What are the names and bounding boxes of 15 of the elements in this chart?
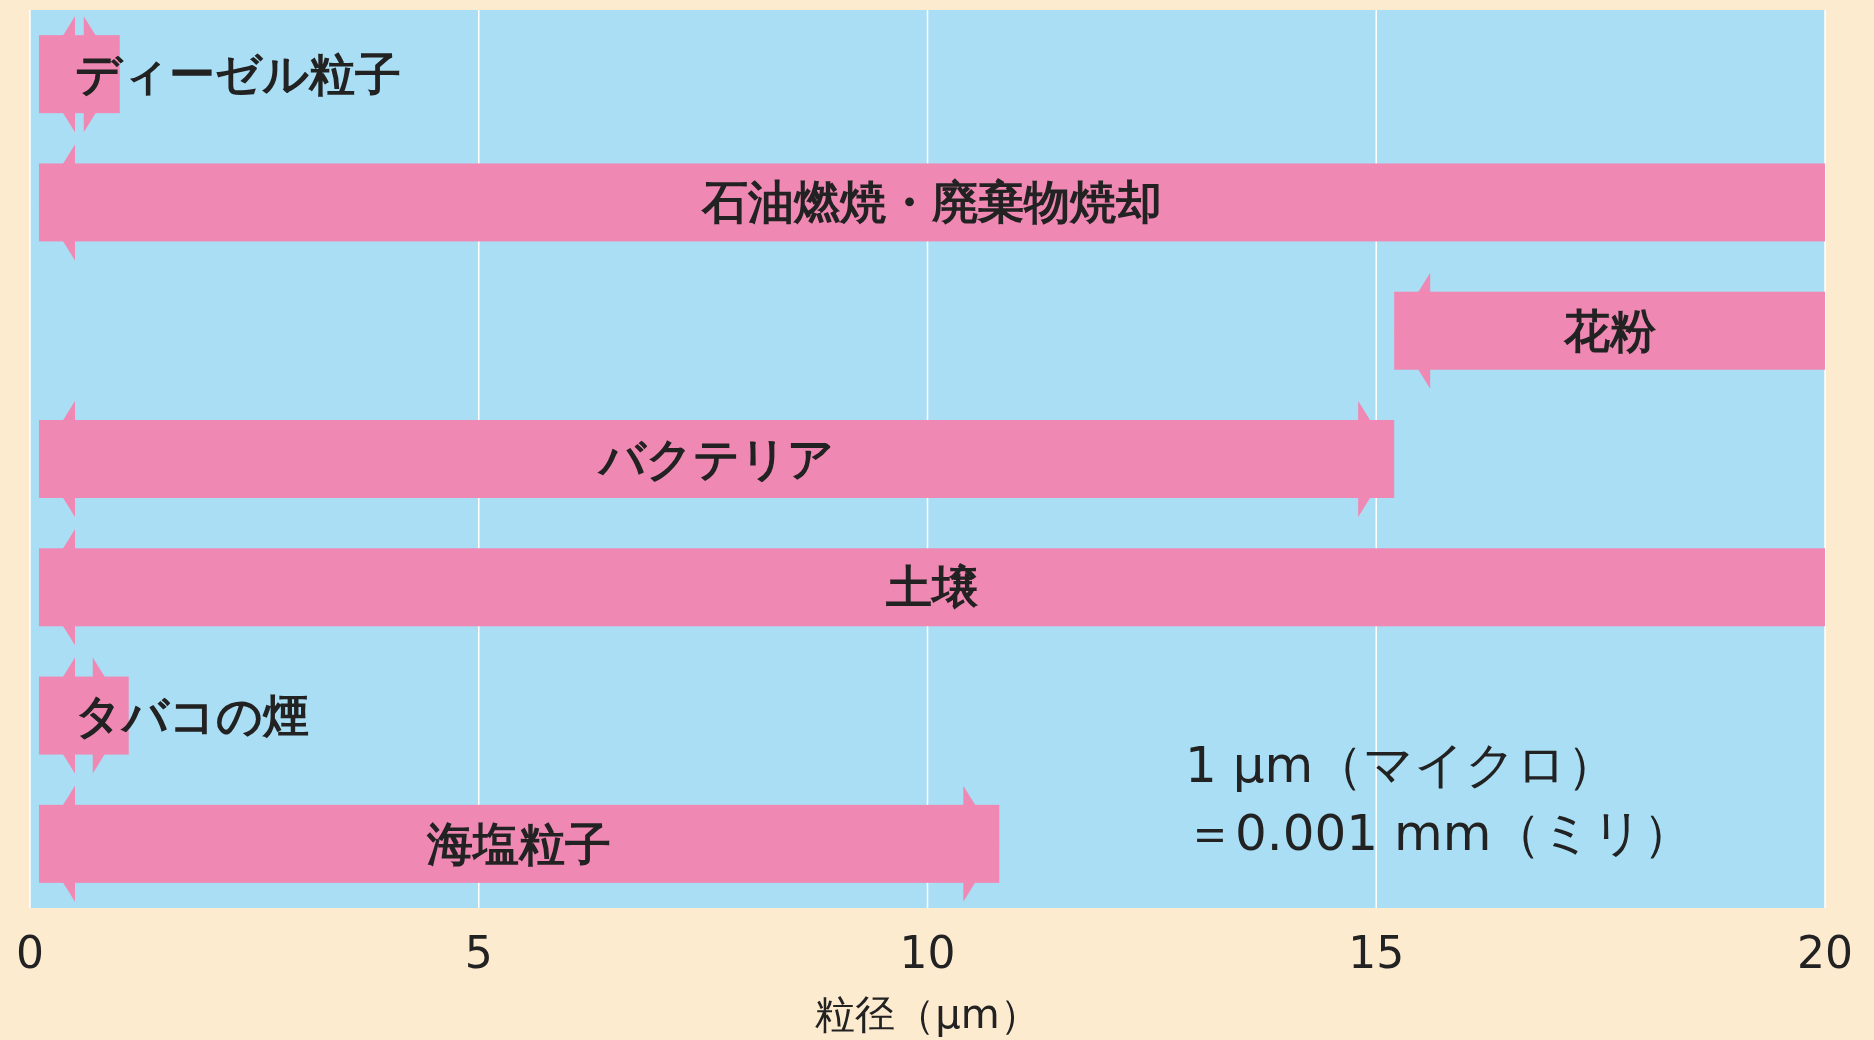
annotation: 1 μm（マイクロ）: [1185, 736, 1618, 794]
x-tick-label: 10: [899, 927, 956, 978]
y-tick-label: 花粉: [1562, 303, 1657, 358]
y-tick-label: 石油燃焼・廃棄物焼却: [700, 175, 1162, 230]
y-tick-label: ディーゼル粒子: [74, 47, 401, 102]
x-tick-label: 20: [1797, 927, 1853, 978]
x-tick-label: 0: [16, 927, 44, 978]
annotation: ＝0.001 mm（ミリ）: [1185, 804, 1694, 862]
x-tick-label: 15: [1348, 927, 1405, 978]
y-tick-label: 土壌: [885, 560, 979, 615]
y-tick-label: バクテリア: [597, 432, 835, 486]
x-axis-title: 粒径（μm）: [815, 991, 1040, 1037]
y-tick-label: 海塩粒子: [426, 816, 612, 871]
y-tick-label: タバコの煙: [74, 688, 309, 743]
x-tick-label: 5: [464, 927, 493, 978]
